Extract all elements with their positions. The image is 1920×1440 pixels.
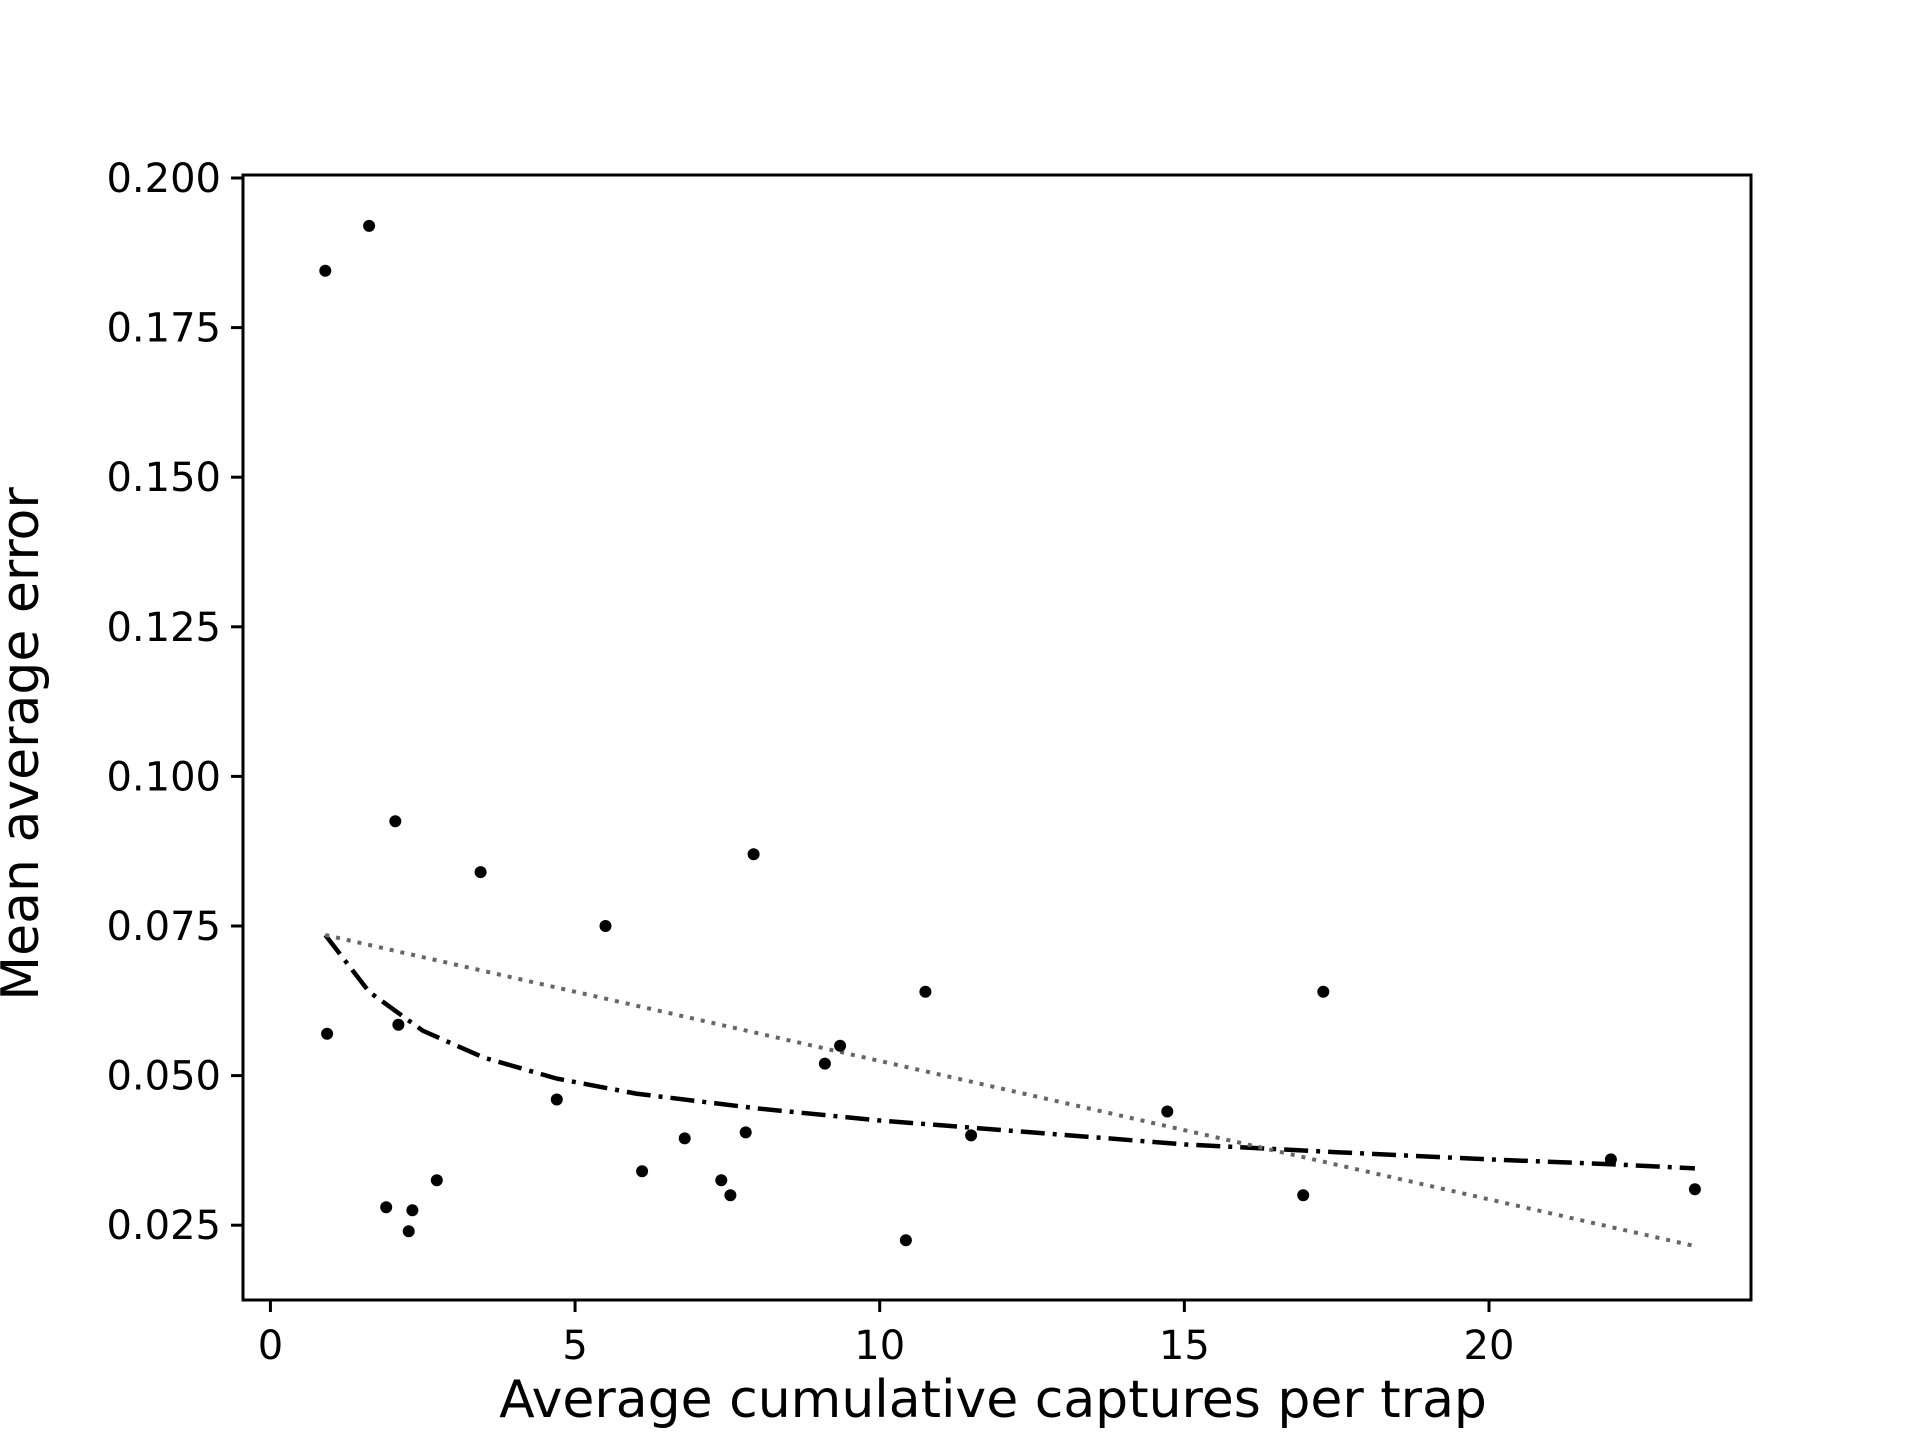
data-point [636, 1165, 649, 1178]
data-point [1604, 1153, 1617, 1166]
data-point [919, 985, 932, 998]
x-tick-label: 15 [1159, 1323, 1210, 1369]
x-tick-label: 10 [854, 1323, 905, 1369]
data-point [380, 1201, 393, 1214]
data-point [406, 1204, 419, 1217]
x-tick-label: 20 [1464, 1323, 1515, 1369]
data-point [678, 1132, 691, 1145]
data-point [899, 1234, 912, 1247]
data-point [1317, 985, 1330, 998]
y-tick-label: 0.075 [106, 904, 221, 950]
series-line-1 [323, 933, 1696, 1171]
data-point [363, 219, 376, 232]
data-point [834, 1039, 847, 1052]
y-tick-label: 0.200 [106, 156, 221, 202]
data-point [818, 1057, 831, 1070]
y-axis-label: Mean average error [0, 487, 51, 1001]
data-point [1161, 1105, 1174, 1118]
y-tick-label: 0.175 [106, 306, 221, 352]
plot-frame [241, 173, 1753, 1302]
x-tick-label: 5 [562, 1323, 587, 1369]
data-point [965, 1129, 978, 1142]
data-point [319, 264, 332, 277]
data-point [402, 1225, 415, 1238]
axes: 0 5 10 15 20 0.025 0.050 0.075 0.100 0.125 0.150 0.… [106, 156, 1753, 1369]
data-point [724, 1189, 737, 1202]
data-point [321, 1027, 334, 1040]
x-axis-label: Average cumulative captures per trap [499, 1370, 1487, 1430]
data-point [389, 815, 402, 828]
data-point [1297, 1189, 1310, 1202]
data-point [392, 1018, 405, 1031]
y-tick-label: 0.025 [106, 1203, 221, 1249]
y-tick-label: 0.050 [106, 1054, 221, 1100]
data-point [550, 1093, 563, 1106]
data-point [474, 866, 487, 879]
y-tick-label: 0.150 [106, 455, 221, 501]
x-tick-label: 0 [258, 1323, 283, 1369]
data-point [747, 848, 760, 861]
data-point [739, 1126, 752, 1139]
series-line-2 [324, 933, 1696, 1249]
data-point [715, 1174, 728, 1187]
data-point [430, 1174, 443, 1187]
plot-marks [319, 219, 1701, 1249]
data-point [1688, 1183, 1701, 1196]
y-tick-label: 0.100 [106, 754, 221, 800]
data-point [599, 920, 612, 932]
y-tick-label: 0.125 [106, 605, 221, 651]
